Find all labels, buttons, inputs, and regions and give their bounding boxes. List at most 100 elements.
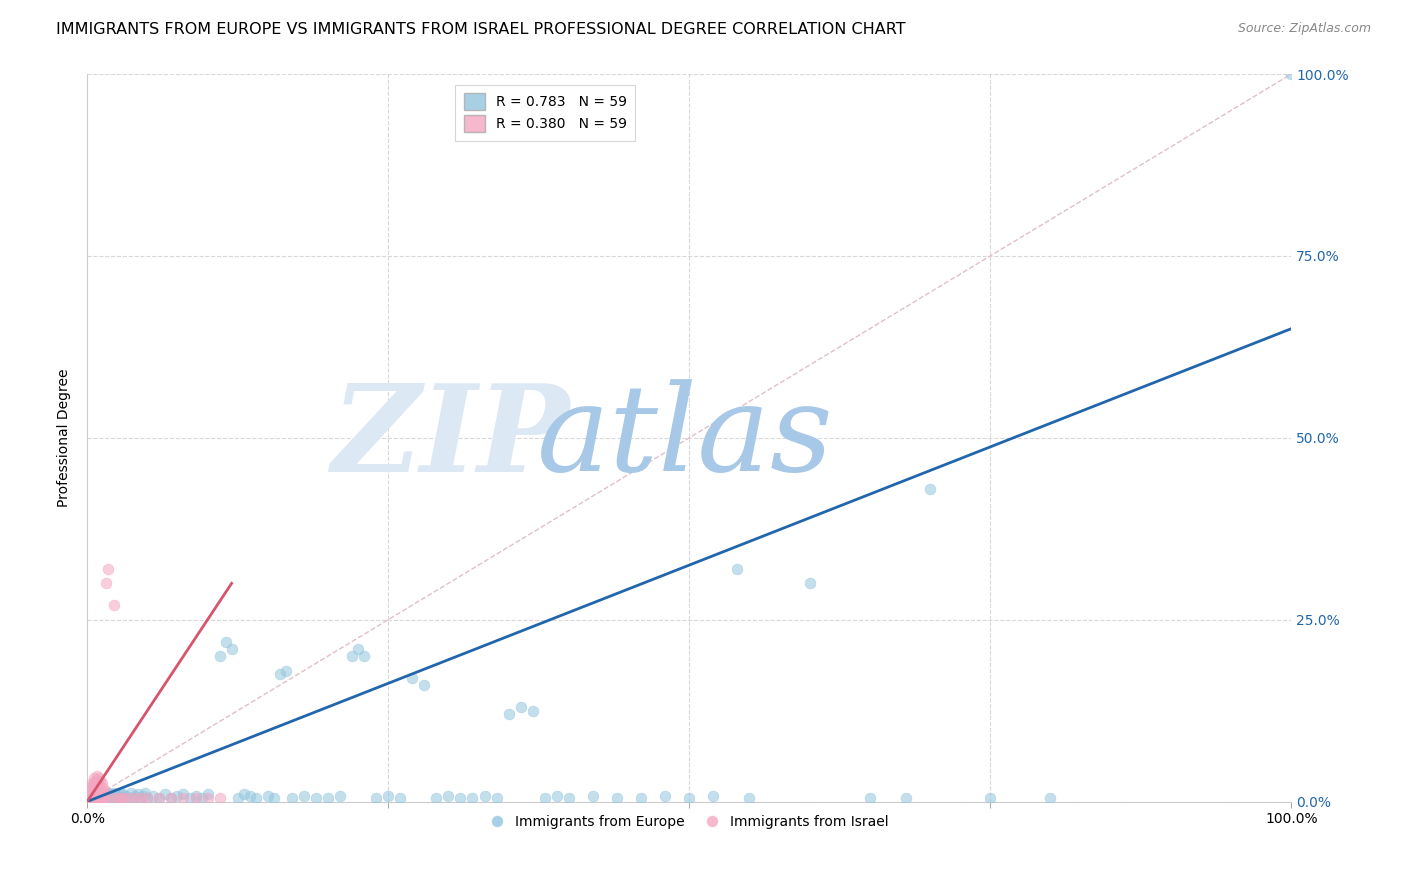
Point: [86, 791, 108, 805]
Point: [134, 786, 156, 800]
Point: [155, 787, 177, 801]
Point: [80, 776, 103, 790]
Point: [82, 779, 104, 793]
Point: [498, 707, 520, 722]
Point: [208, 791, 231, 805]
Point: [509, 700, 531, 714]
Point: [160, 791, 183, 805]
Point: [630, 791, 652, 805]
Text: atlas: atlas: [537, 379, 834, 497]
Point: [84, 791, 107, 805]
Point: [90, 791, 112, 805]
Point: [110, 791, 132, 805]
Point: [366, 791, 388, 805]
Point: [79, 791, 101, 805]
Point: [725, 562, 748, 576]
Point: [100, 791, 122, 805]
Point: [131, 789, 153, 803]
Point: [97, 786, 120, 800]
Point: [226, 791, 249, 805]
Point: [413, 678, 436, 692]
Point: [131, 791, 153, 805]
Point: [340, 648, 363, 663]
Point: [86, 769, 108, 783]
Point: [173, 791, 195, 805]
Point: [389, 791, 412, 805]
Point: [124, 789, 146, 803]
Point: [105, 787, 128, 801]
Point: [245, 791, 267, 805]
Point: [84, 786, 107, 800]
Point: [93, 783, 115, 797]
Text: ZIP: ZIP: [330, 378, 569, 497]
Point: [80, 780, 103, 794]
Point: [239, 789, 262, 803]
Point: [89, 787, 111, 801]
Y-axis label: Professional Degree: Professional Degree: [58, 368, 72, 507]
Point: [353, 648, 375, 663]
Point: [179, 791, 201, 805]
Point: [91, 791, 114, 805]
Point: [103, 786, 125, 800]
Point: [100, 791, 122, 805]
Point: [83, 783, 105, 797]
Point: [83, 787, 105, 801]
Point: [105, 791, 128, 805]
Point: [678, 791, 700, 805]
Point: [97, 791, 120, 805]
Point: [110, 791, 132, 805]
Point: [142, 789, 165, 803]
Point: [87, 774, 110, 789]
Point: [148, 791, 170, 805]
Point: [160, 791, 183, 805]
Point: [377, 789, 399, 803]
Point: [582, 789, 605, 803]
Point: [214, 634, 236, 648]
Point: [316, 791, 339, 805]
Point: [281, 791, 304, 805]
Point: [979, 791, 1001, 805]
Legend: Immigrants from Europe, Immigrants from Israel: Immigrants from Europe, Immigrants from …: [484, 810, 894, 835]
Point: [83, 772, 105, 786]
Point: [91, 781, 114, 796]
Point: [702, 789, 724, 803]
Point: [117, 791, 139, 805]
Point: [859, 791, 882, 805]
Point: [474, 789, 496, 803]
Point: [107, 789, 129, 803]
Point: [83, 791, 105, 805]
Point: [82, 791, 104, 805]
Point: [263, 791, 285, 805]
Point: [148, 791, 170, 805]
Point: [558, 791, 581, 805]
Point: [89, 786, 111, 800]
Point: [86, 786, 108, 800]
Point: [104, 791, 127, 805]
Point: [274, 664, 297, 678]
Point: [184, 789, 207, 803]
Point: [533, 791, 555, 805]
Point: [197, 791, 219, 805]
Point: [124, 791, 146, 805]
Point: [94, 791, 117, 805]
Point: [112, 791, 135, 805]
Point: [799, 576, 821, 591]
Point: [232, 787, 254, 801]
Point: [114, 789, 136, 803]
Point: [87, 791, 110, 805]
Point: [86, 776, 108, 790]
Point: [256, 789, 278, 803]
Point: [101, 789, 124, 803]
Point: [90, 786, 112, 800]
Point: [920, 482, 942, 496]
Point: [86, 789, 108, 803]
Point: [90, 789, 112, 803]
Point: [485, 791, 508, 805]
Point: [112, 787, 135, 801]
Point: [108, 786, 131, 800]
Point: [127, 787, 149, 801]
Point: [105, 791, 128, 805]
Point: [93, 791, 115, 805]
Point: [738, 791, 761, 805]
Point: [83, 776, 105, 790]
